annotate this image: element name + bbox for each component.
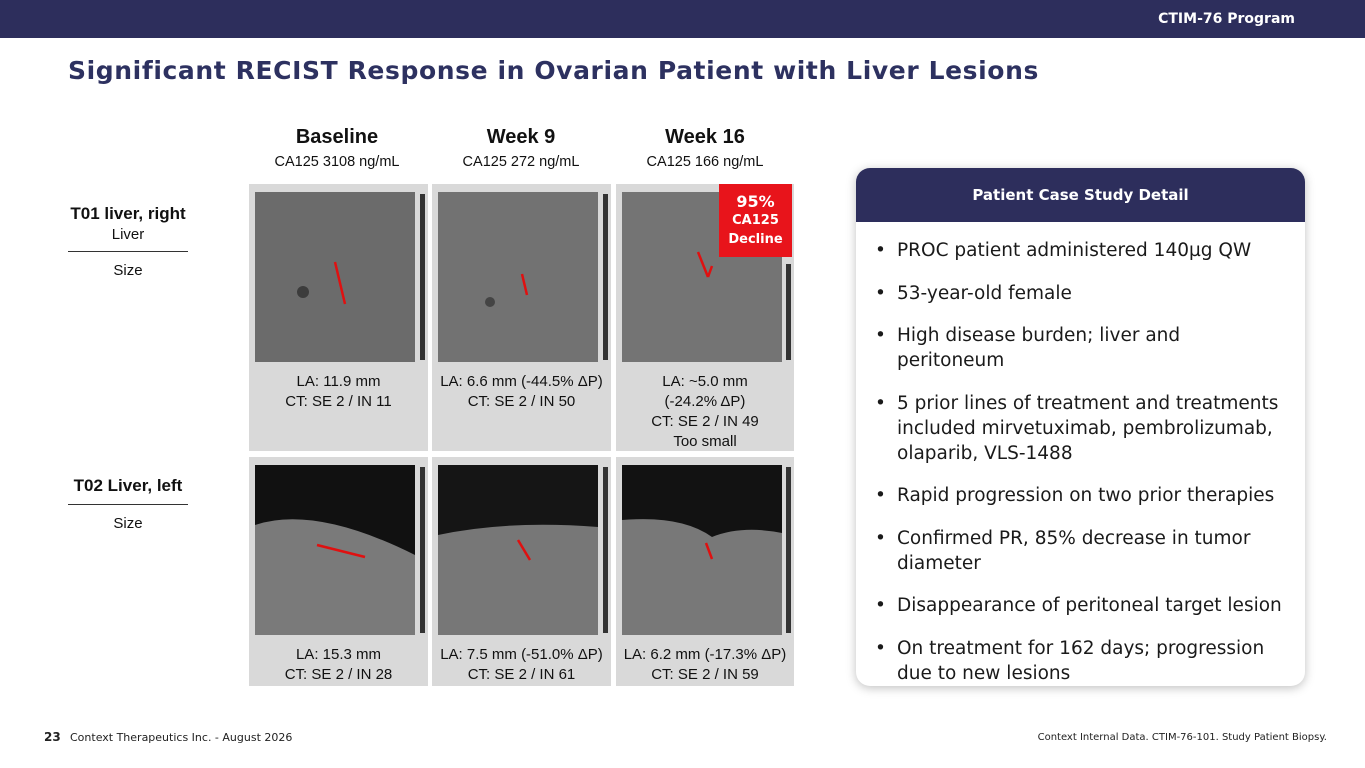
column-header: Baseline CA125 3108 ng/mL	[245, 126, 429, 170]
ct-ref: CT: SE 2 / IN 49	[651, 413, 759, 430]
case-study-card: Patient Case Study Detail PROC patient a…	[856, 168, 1305, 686]
ct-image	[255, 192, 415, 362]
lesion-organ: Liver	[111, 226, 145, 243]
card-title: Patient Case Study Detail	[856, 168, 1305, 222]
scan-cell: LA: 7.5 mm (-51.0% ΔP) CT: SE 2 / IN 61	[432, 457, 611, 686]
scan-cell: LA: 15.3 mm CT: SE 2 / IN 28	[249, 457, 428, 686]
bullet: Disappearance of peritoneal target lesio…	[875, 593, 1289, 618]
measurement: (-24.2% ΔP)	[664, 393, 746, 410]
ct-image	[438, 192, 598, 362]
badge-text: CA125	[732, 213, 779, 228]
measurement: LA: 15.3 mm	[295, 646, 382, 663]
measurement: LA: ~5.0 mm	[662, 373, 748, 390]
column-header: Week 9 CA125 272 ng/mL	[429, 126, 613, 170]
ct-ref: CT: SE 2 / IN 50	[467, 393, 576, 410]
ct-ref: CT: SE 2 / IN 28	[284, 666, 393, 683]
measurement: LA: 6.2 mm (-17.3% ΔP)	[623, 646, 787, 663]
column-heading: Week 16	[665, 126, 745, 148]
bullet: On treatment for 162 days; progression d…	[875, 636, 1289, 686]
lesion-measure: Size	[113, 515, 143, 532]
scale-ruler	[786, 467, 791, 633]
column-marker: CA125 272 ng/mL	[462, 154, 580, 170]
column-marker: CA125 3108 ng/mL	[274, 154, 400, 170]
measurement: LA: 11.9 mm	[296, 373, 381, 390]
lesion-measure: Size	[113, 262, 143, 279]
lesion-name: T01 liver, right	[70, 204, 186, 223]
ct-image	[622, 465, 782, 635]
scale-ruler	[603, 467, 608, 633]
scan-cell: LA: 6.2 mm (-17.3% ΔP) CT: SE 2 / IN 59	[616, 457, 794, 686]
cell-text: LA: 15.3 mm CT: SE 2 / IN 28	[249, 645, 428, 685]
lesion-label: T02 Liver, left Size	[60, 476, 196, 532]
page-number: 23	[44, 730, 61, 744]
note: Too small	[673, 433, 737, 450]
cell-text: LA: 6.6 mm (-44.5% ΔP) CT: SE 2 / IN 50	[432, 372, 611, 412]
column-heading: Week 9	[486, 126, 556, 148]
scale-ruler	[786, 264, 791, 360]
badge-value: 95%	[736, 192, 775, 211]
scale-ruler	[420, 194, 425, 360]
scale-ruler	[420, 467, 425, 633]
cell-text: LA: 11.9 mm CT: SE 2 / IN 11	[249, 372, 428, 412]
cell-text: LA: 6.2 mm (-17.3% ΔP) CT: SE 2 / IN 59	[616, 645, 794, 685]
scale-ruler	[603, 194, 608, 360]
column-header: Week 16 CA125 166 ng/mL	[613, 126, 797, 170]
decline-badge: 95% CA125 Decline	[719, 184, 792, 257]
bullet: Confirmed PR, 85% decrease in tumor diam…	[875, 526, 1289, 576]
bullet: High disease burden; liver and peritoneu…	[875, 323, 1289, 373]
bullet: 5 prior lines of treatment and treatment…	[875, 391, 1289, 466]
header-bar	[0, 0, 1365, 38]
column-heading: Baseline	[295, 126, 379, 148]
column-marker: CA125 166 ng/mL	[646, 154, 764, 170]
bullet: PROC patient administered 140µg QW	[875, 238, 1289, 263]
cell-text: LA: ~5.0 mm (-24.2% ΔP) CT: SE 2 / IN 49 To…	[616, 372, 794, 452]
bullet-list: PROC patient administered 140µg QW 53-yea…	[856, 222, 1305, 686]
ct-image	[255, 465, 415, 635]
ct-ref: CT: SE 2 / IN 61	[467, 666, 576, 683]
lesion-label: T01 liver, right Liver Size	[60, 204, 196, 279]
bullet: Rapid progression on two prior therapies	[875, 483, 1289, 508]
footer-source: Context Internal Data. CTIM-76-101. Stud…	[1037, 732, 1327, 743]
slide-title: Significant RECIST Response in Ovarian P…	[68, 56, 1039, 85]
measurement: LA: 7.5 mm (-51.0% ΔP)	[440, 646, 603, 663]
cell-text: LA: 7.5 mm (-51.0% ΔP) CT: SE 2 / IN 61	[432, 645, 611, 685]
divider	[68, 504, 188, 505]
divider	[68, 251, 188, 252]
footer-company: Context Therapeutics Inc. - August 2026	[70, 731, 293, 744]
program-label: CTIM-76 Program	[1158, 11, 1295, 27]
ct-ref: CT: SE 2 / IN 11	[285, 393, 392, 410]
scan-cell: LA: 6.6 mm (-44.5% ΔP) CT: SE 2 / IN 50	[432, 184, 611, 451]
lesion-name: T02 Liver, left	[73, 476, 183, 495]
measurement: LA: 6.6 mm (-44.5% ΔP)	[440, 373, 603, 390]
badge-text: Decline	[728, 232, 783, 247]
bullet: 53-year-old female	[875, 281, 1289, 306]
scan-cell: LA: 11.9 mm CT: SE 2 / IN 11	[249, 184, 428, 451]
ct-image	[438, 465, 598, 635]
ct-ref: CT: SE 2 / IN 59	[651, 666, 759, 683]
